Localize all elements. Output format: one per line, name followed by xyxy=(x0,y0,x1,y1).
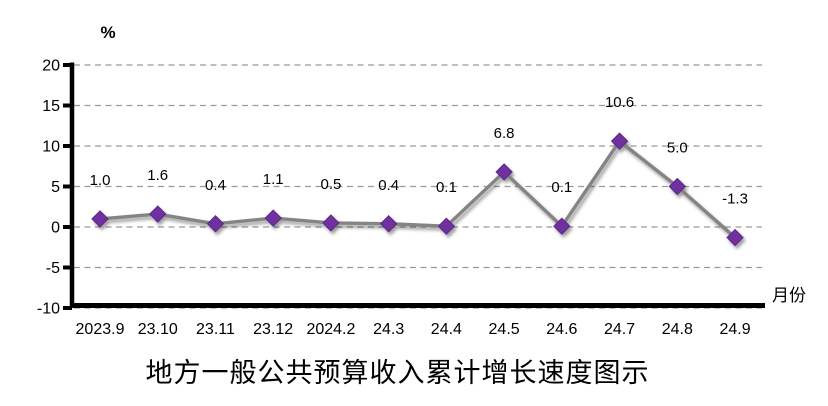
x-tick-label: 24.6 xyxy=(546,321,577,338)
data-point-marker xyxy=(322,214,340,232)
chart-title: 地方一般公共预算收入累计增长速度图示 xyxy=(145,358,650,388)
y-tick-label: -10 xyxy=(37,301,60,318)
data-point-marker xyxy=(379,215,398,233)
y-tick-label: 5 xyxy=(51,179,60,196)
data-label: 1.0 xyxy=(90,172,111,189)
data-point-marker xyxy=(495,163,513,181)
data-label: 0.1 xyxy=(436,179,457,196)
x-axis-title: 月份 xyxy=(772,286,806,305)
data-point-marker xyxy=(726,228,744,247)
series-line xyxy=(99,138,737,239)
data-label: 0.5 xyxy=(320,176,341,193)
line-chart: 20 15 10 5 0 -5 -10 2023.9 23.10 23.11 23.12 2024.2… xyxy=(37,58,765,338)
data-label: 1.6 xyxy=(147,167,168,184)
data-point-marker xyxy=(553,217,571,235)
data-series xyxy=(91,132,744,247)
x-tick-label: 23.11 xyxy=(196,321,235,338)
data-label: 6.8 xyxy=(494,125,515,142)
data-point-marker xyxy=(264,209,282,227)
data-label: -1.3 xyxy=(722,191,748,208)
x-tick-label: 24.3 xyxy=(373,321,404,338)
x-tick-label: 24.8 xyxy=(662,321,693,338)
data-label: 10.6 xyxy=(605,94,634,111)
x-tick-label: 23.10 xyxy=(138,321,178,338)
data-point-marker xyxy=(668,177,687,196)
data-point-marker xyxy=(610,132,629,150)
y-tick-label: 10 xyxy=(42,139,60,156)
y-tick-label: -5 xyxy=(46,260,60,277)
x-tick-label: 2024.2 xyxy=(306,321,355,338)
data-point-marker xyxy=(149,205,167,223)
data-point-marker xyxy=(206,215,225,233)
data-label: 0.1 xyxy=(551,179,572,196)
data-point-marker xyxy=(91,210,109,228)
x-tick-label: 24.7 xyxy=(604,321,635,338)
data-label: 0.4 xyxy=(205,177,226,194)
x-tick-label: 24.9 xyxy=(719,321,750,338)
data-label: 0.4 xyxy=(378,177,399,194)
y-tick-label: 20 xyxy=(42,58,60,75)
y-axis-unit-label: % xyxy=(100,23,116,42)
data-label: 1.1 xyxy=(263,171,284,188)
x-tick-label: 24.4 xyxy=(431,321,462,338)
x-tick-label: 23.12 xyxy=(253,321,293,338)
data-label: 5.0 xyxy=(667,140,688,157)
data-point-marker xyxy=(437,217,456,235)
y-tick-label: 0 xyxy=(51,220,60,237)
y-tick-label: 15 xyxy=(42,98,60,115)
x-tick-label: 2023.9 xyxy=(76,321,125,338)
x-tick-label: 24.5 xyxy=(489,321,520,338)
